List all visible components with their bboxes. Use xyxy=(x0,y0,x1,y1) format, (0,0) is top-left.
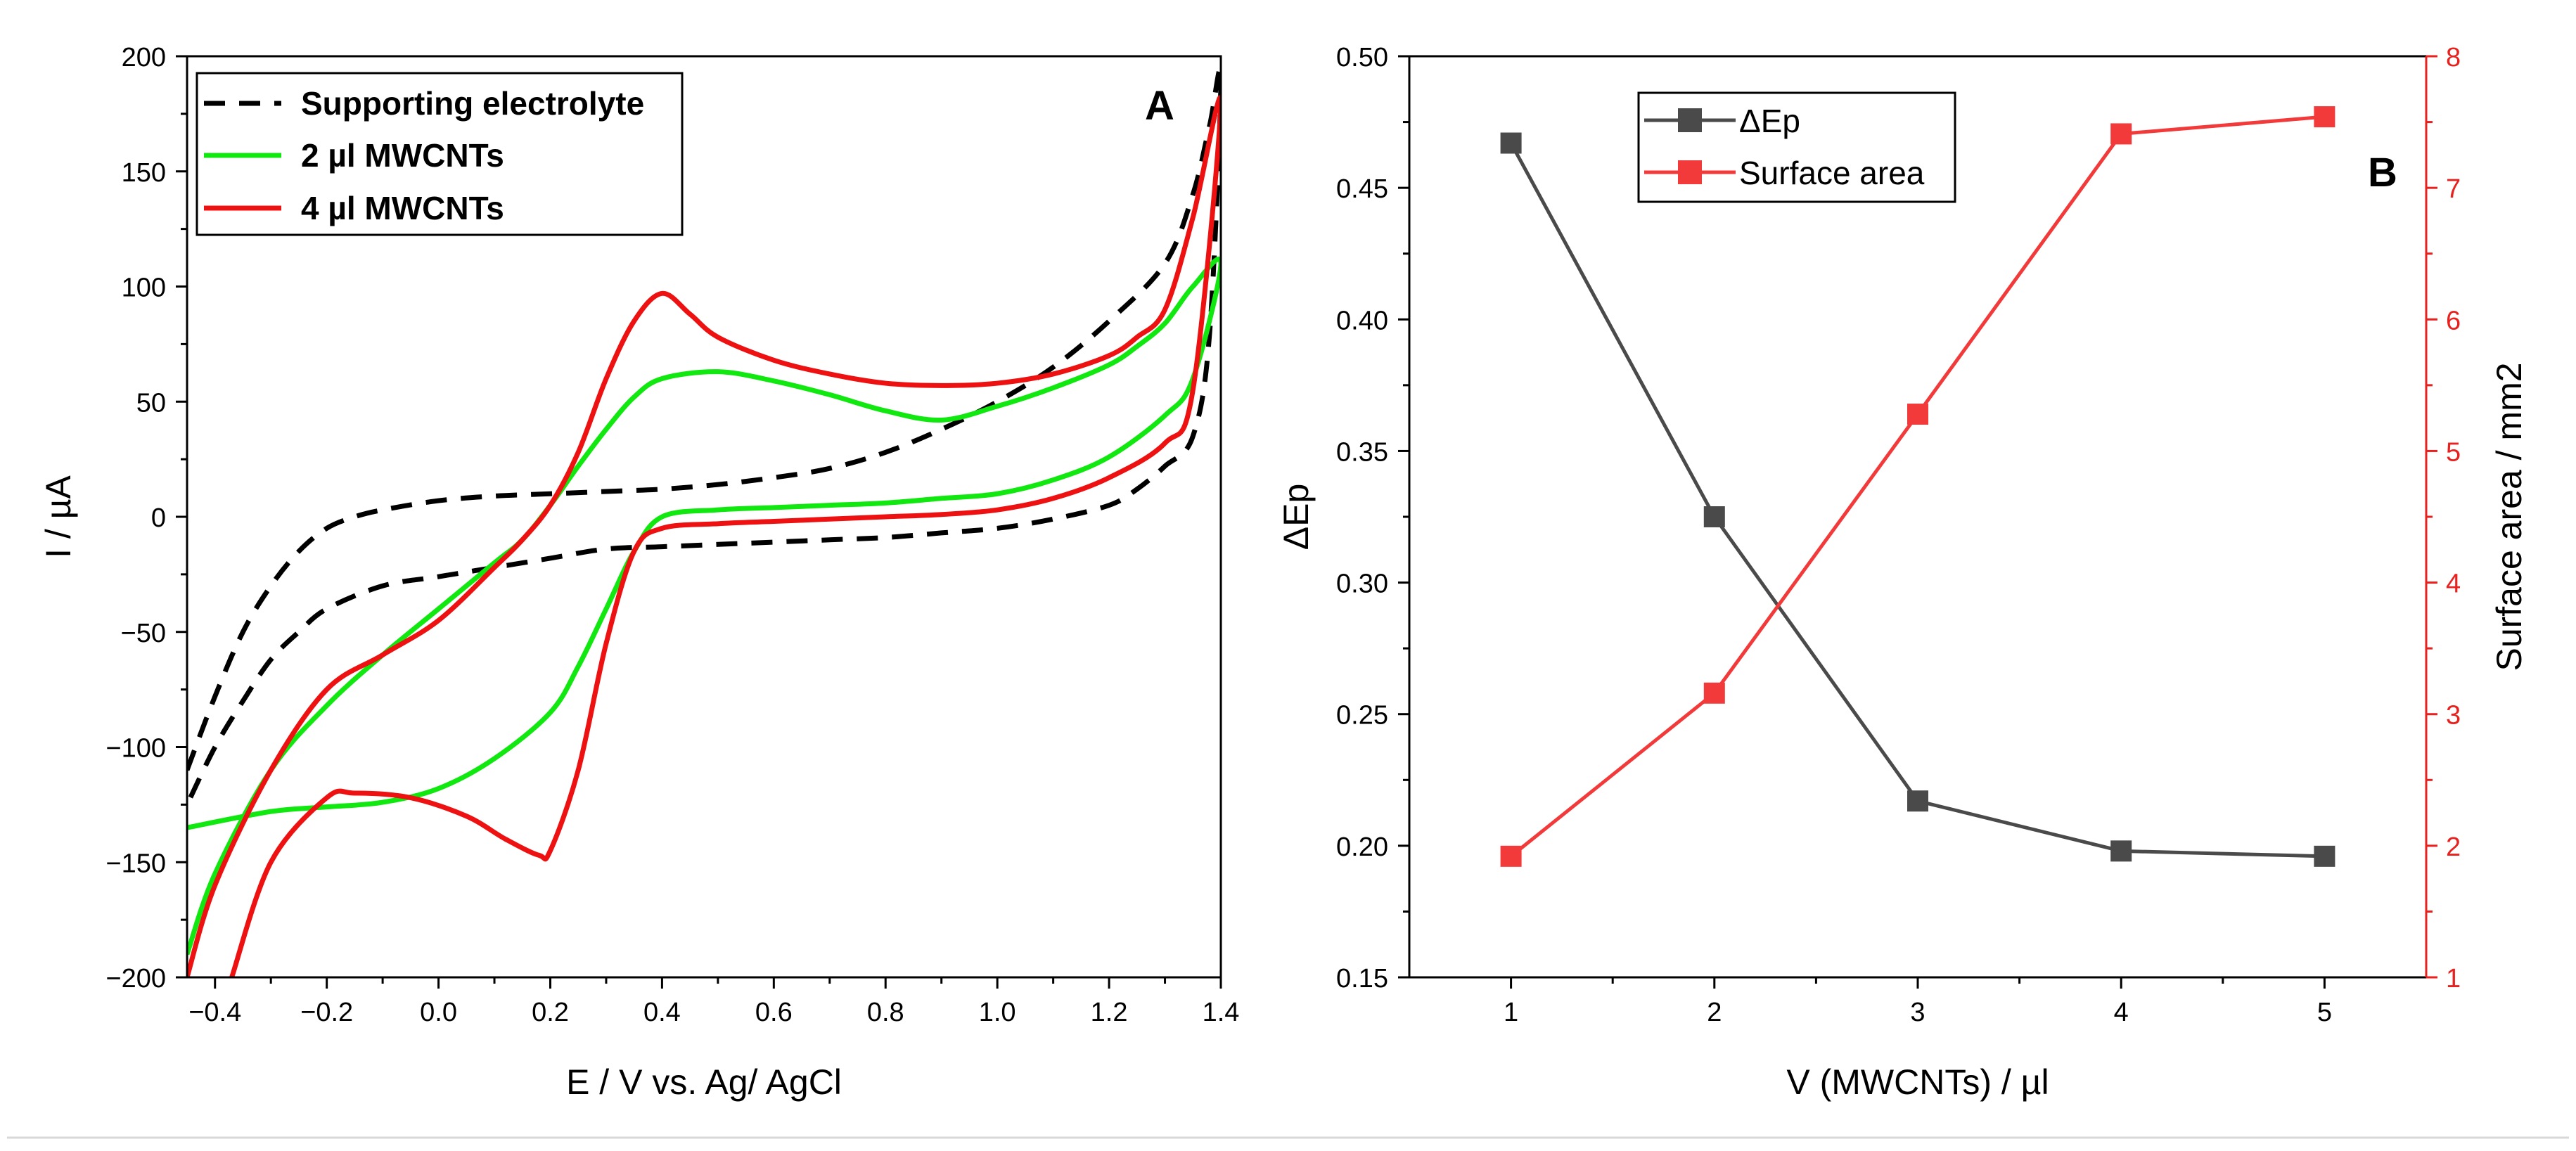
panel-b-right-y-tick-label: 2 xyxy=(2446,832,2461,862)
panel-a-y-tick-label: −50 xyxy=(121,619,166,648)
data-point-delta-ep xyxy=(1703,506,1725,527)
panel-b-left-y-axis-title-text: ΔEp xyxy=(1276,484,1316,551)
panel-a-chart: −0.4 −0.2 0.0 0.2 0.4 0.6 0.8 1.0 1.2 1.4 −200 −15… xyxy=(39,43,1239,1102)
panel-a-legend: Supporting electrolyte 2 µl MWCNTs 4 µl … xyxy=(196,72,684,236)
data-point-surface-area xyxy=(2314,106,2335,128)
panel-b-right-y-tick-label: 1 xyxy=(2446,964,2461,994)
panel-b-right-y-ticks: 1 2 3 4 5 6 7 8 xyxy=(2426,43,2461,994)
panel-a-y-tick-label: −150 xyxy=(105,849,166,878)
panel-b-right-y-tick-label: 4 xyxy=(2446,570,2461,599)
panel-b-data-lines xyxy=(1500,106,2335,867)
panel-a-letter: A xyxy=(1145,83,1174,129)
panel-a-y-tick-label: 200 xyxy=(122,43,166,72)
legend-label-delta-ep: ΔEp xyxy=(1739,103,1800,139)
panel-a-data-lines xyxy=(187,66,1221,977)
panel-b-x-ticks: 1 2 3 4 5 xyxy=(1504,977,2332,1027)
panel-b-left-y-ticks: 0.15 0.20 0.25 0.30 0.35 0.40 0.45 0.50 xyxy=(1336,43,1409,994)
panel-a-x-tick-label: 0.2 xyxy=(532,998,569,1027)
panel-a-x-ticks: −0.4 −0.2 0.0 0.2 0.4 0.6 0.8 1.0 1.2 1.4 xyxy=(188,977,1239,1027)
delta-e-label: ΔEp xyxy=(1276,484,1316,551)
panel-a-x-tick-label: 0.0 xyxy=(420,998,457,1027)
data-point-surface-area xyxy=(1500,845,1522,867)
panel-b-right-y-axis-title: Surface area / mm2 xyxy=(2490,362,2529,671)
panel-b-left-y-tick-label: 0.45 xyxy=(1336,174,1388,204)
data-point-surface-area xyxy=(1907,404,1928,425)
panel-b-right-y-tick-label: 8 xyxy=(2446,43,2461,72)
legend-label-surface-area: Surface area xyxy=(1739,155,1925,191)
panel-b-left-y-tick-label: 0.30 xyxy=(1336,570,1388,599)
panel-b-left-y-tick-label: 0.50 xyxy=(1336,43,1388,72)
data-point-delta-ep xyxy=(2314,845,2335,867)
legend-swatch-surface-area-marker xyxy=(1678,160,1702,184)
panel-b-legend: ΔEp Surface area xyxy=(1637,91,1956,203)
data-point-surface-area xyxy=(2110,123,2132,145)
panel-b-x-tick-label: 4 xyxy=(2114,998,2129,1027)
panel-b-left-y-tick-label: 0.15 xyxy=(1336,964,1388,994)
panel-a-x-tick-label: 1.4 xyxy=(1203,998,1240,1027)
panel-a-y-ticks: −200 −150 −100 −50 0 50 100 150 200 xyxy=(105,43,187,994)
panel-b-left-y-axis-title: ΔEp xyxy=(1276,484,1316,551)
panel-a-x-tick-label: 1.2 xyxy=(1091,998,1128,1027)
series-line-supporting-electrolyte xyxy=(187,66,1221,806)
panel-a-y-axis-title: I / µA xyxy=(39,475,78,558)
panel-b-letter: B xyxy=(2368,150,2397,195)
data-point-delta-ep xyxy=(1500,132,1522,154)
panel-b-right-y-tick-label: 7 xyxy=(2446,174,2461,204)
panel-b-left-y-tick-label: 0.25 xyxy=(1336,701,1388,731)
series-line-4ul-mwcnts xyxy=(187,95,1221,977)
data-point-surface-area xyxy=(1703,682,1725,704)
panel-b-x-axis-title: V (MWCNTs) / µl xyxy=(1786,1062,2049,1102)
panel-b-right-y-tick-label: 3 xyxy=(2446,701,2461,731)
panel-a-y-tick-label: 50 xyxy=(136,388,166,418)
panel-a-x-tick-label: 0.4 xyxy=(643,998,681,1027)
panel-a-x-tick-label: 1.0 xyxy=(979,998,1016,1027)
panel-a-x-tick-label: 0.6 xyxy=(755,998,793,1027)
panel-b-x-tick-label: 5 xyxy=(2317,998,2332,1027)
panel-a-y-tick-label: −200 xyxy=(105,964,166,994)
legend-label-supporting-electrolyte: Supporting electrolyte xyxy=(301,85,644,122)
panel-a-x-tick-label: −0.2 xyxy=(300,998,353,1027)
panel-a-x-axis-title: E / V vs. Ag/ AgCl xyxy=(566,1062,842,1102)
panel-a-x-tick-label: 0.8 xyxy=(867,998,904,1027)
panel-b-left-y-tick-label: 0.35 xyxy=(1336,437,1388,467)
panel-b-x-tick-label: 1 xyxy=(1504,998,1518,1027)
panel-a-y-tick-label: 0 xyxy=(151,503,166,533)
panel-b-left-y-tick-label: 0.20 xyxy=(1336,832,1388,862)
legend-label-2ul-mwcnts: 2 µl MWCNTs xyxy=(301,137,504,174)
panel-b-x-tick-label: 2 xyxy=(1707,998,1722,1027)
panel-a-y-tick-label: 150 xyxy=(122,158,166,188)
legend-swatch-delta-ep-marker xyxy=(1678,108,1702,132)
panel-b-x-tick-label: 3 xyxy=(1910,998,1925,1027)
legend-label-4ul-mwcnts: 4 µl MWCNTs xyxy=(301,190,504,226)
panel-b-chart: 1 2 3 4 5 0.15 0.20 0.25 0.30 0.35 0.40 0.45 0.50 1… xyxy=(1276,43,2529,1102)
panel-a-y-tick-label: −100 xyxy=(105,734,166,764)
panel-a-x-tick-label: −0.4 xyxy=(188,998,241,1027)
data-point-delta-ep xyxy=(1907,790,1928,812)
panel-b-left-y-tick-label: 0.40 xyxy=(1336,306,1388,335)
panel-b-right-y-tick-label: 5 xyxy=(2446,437,2461,467)
panel-b-right-y-tick-label: 6 xyxy=(2446,306,2461,335)
panel-a-y-tick-label: 100 xyxy=(122,274,166,303)
data-point-delta-ep xyxy=(2110,840,2132,862)
